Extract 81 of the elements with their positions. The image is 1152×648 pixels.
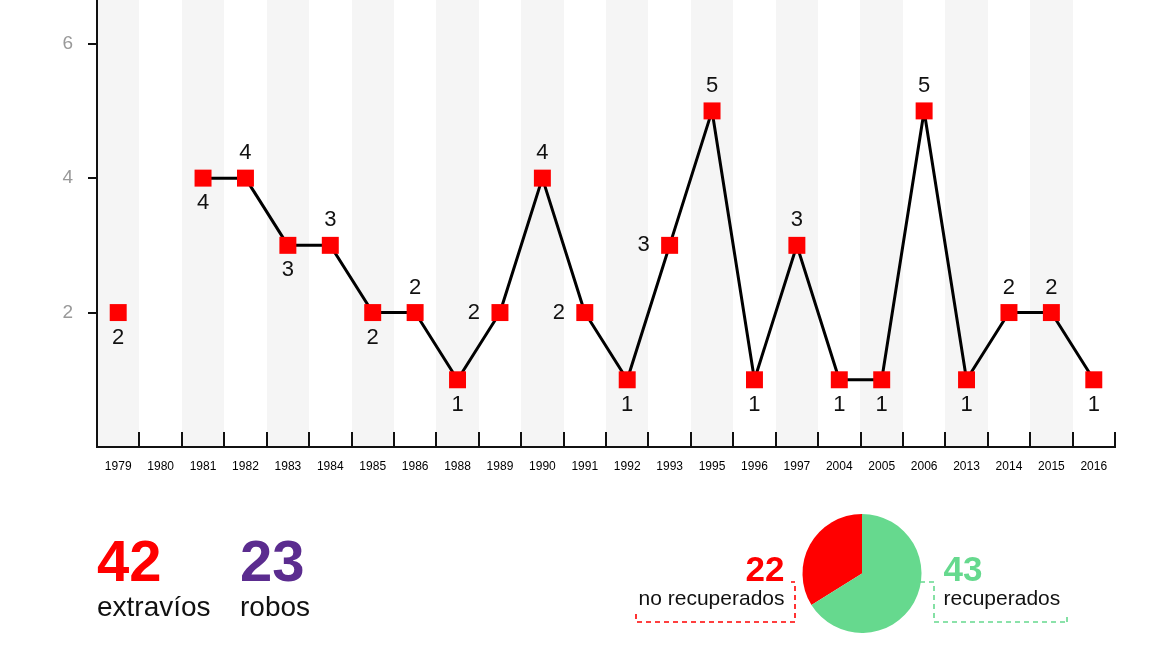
point [194, 169, 212, 187]
data-label: 2 [366, 323, 379, 349]
data-label: 23 [240, 528, 306, 593]
x-tick-label: 1979 [104, 458, 132, 473]
data-label: 5 [705, 71, 719, 97]
y-tick-label: 4 [62, 166, 74, 188]
point [491, 304, 509, 322]
point [1042, 304, 1060, 322]
point [830, 371, 848, 389]
data-label: 42 [97, 528, 163, 593]
x-tick-label: 1992 [613, 458, 641, 473]
x-tick-label: 1983 [274, 458, 302, 473]
data-label: 5 [918, 71, 931, 97]
data-label: 2 [409, 273, 422, 299]
x-tick-label: 2013 [953, 458, 981, 473]
point [873, 371, 891, 389]
data-label: 2 [552, 298, 565, 324]
point [958, 371, 976, 389]
x-tick-label: 2005 [868, 458, 896, 473]
x-tick-label: 1997 [783, 458, 811, 473]
data-label: 1 [621, 390, 634, 416]
x-tick-label: 2006 [910, 458, 938, 473]
x-tick-label: 1982 [232, 458, 260, 473]
x-tick-label: 1991 [571, 458, 599, 473]
data-label: 1 [748, 390, 761, 416]
x-tick-label: 1980 [147, 458, 175, 473]
x-tick-label: 1984 [316, 458, 344, 473]
data-label: 3 [790, 206, 803, 232]
x-tick-label: 1986 [401, 458, 429, 473]
point [915, 102, 933, 120]
point [1000, 304, 1018, 322]
point [236, 169, 254, 187]
data-label: 1 [451, 390, 464, 416]
slice-label: no recuperados [638, 585, 785, 609]
x-tick-label: 1988 [444, 458, 472, 473]
point [745, 371, 763, 389]
point [406, 304, 424, 322]
data-label: 1 [1087, 390, 1100, 416]
point [661, 236, 679, 254]
point [788, 236, 806, 254]
point [449, 371, 467, 389]
data-label: 22 [745, 548, 785, 588]
data-label: 1 [833, 390, 846, 416]
category-label: robos [240, 591, 311, 622]
point [279, 236, 297, 254]
point [109, 304, 127, 322]
x-tick-label: 1985 [359, 458, 387, 473]
y-tick-label: 2 [62, 300, 73, 322]
point [321, 236, 339, 254]
point [533, 169, 551, 187]
point [703, 102, 721, 120]
y-tick-label: 6 [62, 31, 73, 53]
x-tick-label: 1990 [529, 458, 557, 473]
category-label: extravíos [97, 591, 212, 622]
x-tick-label: 1989 [486, 458, 514, 473]
data-label: 3 [324, 206, 337, 232]
data-label: 43 [943, 548, 983, 588]
data-label: 3 [637, 231, 650, 257]
data-label: 1 [875, 390, 888, 416]
point [364, 304, 382, 322]
point [1085, 371, 1103, 389]
data-label: 2 [1045, 273, 1058, 299]
data-label: 1 [960, 390, 973, 416]
x-tick-label: 2015 [1038, 458, 1066, 473]
x-tick-label: 1996 [741, 458, 769, 473]
x-tick-label: 2004 [825, 458, 853, 473]
point [576, 304, 594, 322]
data-label: 2 [112, 323, 125, 349]
x-tick-label: 1993 [656, 458, 684, 473]
x-tick-label: 1981 [189, 458, 217, 473]
data-label: 3 [281, 256, 294, 282]
x-tick-label: 2016 [1080, 458, 1108, 473]
data-label: 2 [1002, 273, 1016, 299]
x-tick-label: 1995 [698, 458, 726, 473]
slice-label: recuperados [943, 585, 1061, 609]
x-tick-label: 2014 [995, 458, 1023, 473]
data-label: 2 [467, 298, 481, 324]
point [618, 371, 636, 389]
data-label: 4 [239, 139, 252, 165]
data-label: 4 [196, 189, 210, 215]
data-label: 4 [536, 139, 549, 165]
